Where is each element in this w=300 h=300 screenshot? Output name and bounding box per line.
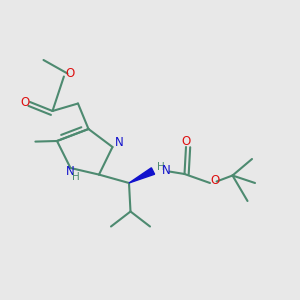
Text: O: O	[65, 67, 74, 80]
Text: N: N	[115, 136, 124, 149]
Text: N: N	[161, 164, 170, 178]
Text: O: O	[20, 95, 29, 109]
Text: O: O	[182, 135, 190, 148]
Text: N: N	[65, 165, 74, 178]
Text: H: H	[72, 172, 80, 182]
Polygon shape	[129, 168, 154, 183]
Text: O: O	[211, 174, 220, 187]
Text: H: H	[157, 162, 165, 172]
